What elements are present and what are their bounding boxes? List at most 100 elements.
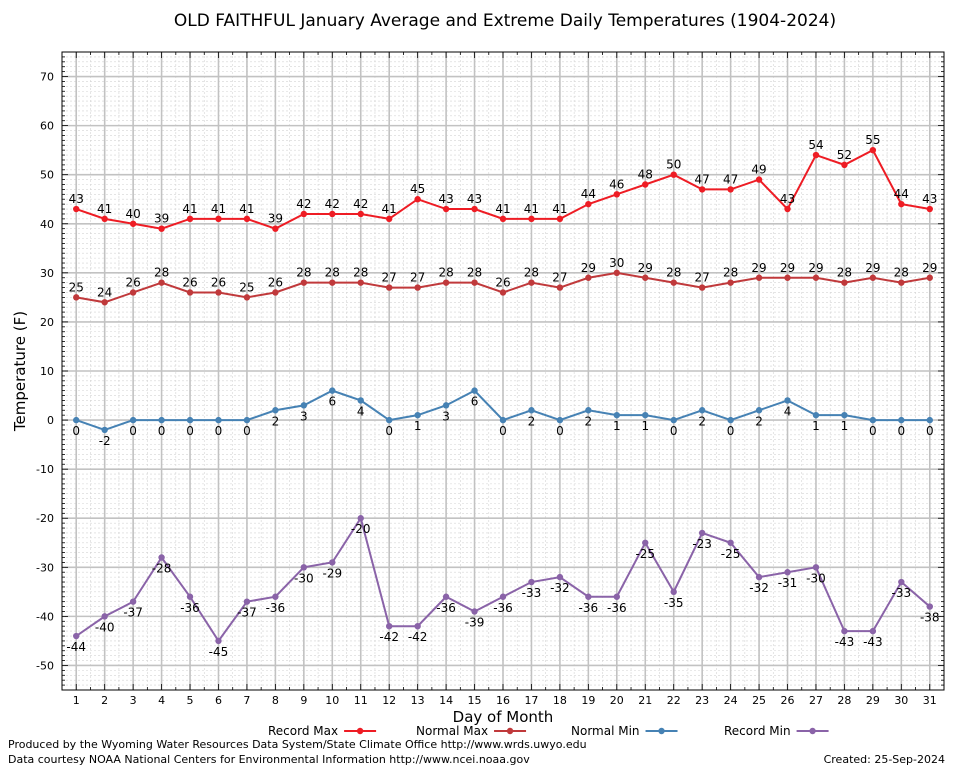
data-label: 28 [467,266,482,280]
data-point [442,279,450,286]
data-point [784,205,791,213]
data-point [300,279,308,286]
data-label: 29 [780,261,795,275]
data-label: 26 [495,275,510,289]
data-label: 1 [841,419,849,433]
data-point [926,603,933,610]
data-point [528,407,535,414]
data-point [414,284,421,291]
data-point [357,210,364,218]
x-tick-label: 19 [581,694,595,707]
x-axis-label: Day of Month [453,708,554,726]
data-label: 28 [837,266,852,280]
data-label: -43 [863,635,883,649]
data-point [812,151,820,159]
data-label: 0 [926,424,934,438]
data-label: 28 [296,266,311,280]
data-label: 6 [328,395,336,409]
chart-title: OLD FAITHFUL January Average and Extreme… [174,11,836,31]
data-point [727,416,734,424]
data-point [926,205,933,213]
data-point [272,593,279,600]
data-label: 45 [410,182,425,196]
x-tick-label: 31 [923,694,937,707]
data-label: -35 [664,596,684,610]
data-point [698,529,706,537]
data-point [129,416,137,424]
data-label: 0 [727,424,735,438]
data-label: 2 [698,414,706,428]
data-label: -36 [266,601,286,615]
data-point [585,407,592,414]
data-point [101,215,108,223]
x-tick-label: 22 [667,694,681,707]
data-label: -40 [95,620,115,634]
data-label: 28 [325,266,340,280]
data-label: 41 [382,202,397,216]
data-point [869,627,877,635]
data-point [642,539,649,546]
data-label: -37 [123,606,143,620]
legend-swatch-marker [356,727,364,735]
data-point [642,274,649,281]
y-tick-label: 10 [40,365,54,378]
data-point [300,564,308,571]
data-label: 42 [353,197,368,211]
data-point [101,299,108,306]
data-label: 28 [353,266,368,280]
x-tick-label: 15 [468,694,482,707]
data-point [329,387,336,394]
data-label: 25 [69,280,84,294]
legend-swatch-marker [809,727,816,735]
data-point [812,411,820,419]
y-tick-label: 20 [40,316,54,329]
data-label: 44 [581,187,596,201]
data-label: -32 [749,581,769,595]
data-label: 41 [524,202,539,216]
data-label: 54 [808,138,823,152]
data-point [272,225,279,232]
data-point [158,225,165,232]
data-point [499,593,507,600]
data-label: 2 [272,414,280,428]
data-label: -36 [607,601,627,615]
y-axis-label: Temperature (F) [11,311,29,432]
data-point [841,627,848,635]
data-point [73,294,80,301]
data-point [556,215,564,223]
data-point [898,416,905,424]
data-label: -36 [579,601,599,615]
data-point [670,171,677,178]
data-point [698,284,706,291]
data-label: 26 [182,275,197,289]
data-label: 28 [894,266,909,280]
data-point [471,387,478,394]
data-point [300,210,308,218]
data-label: 0 [215,424,223,438]
data-point [698,186,706,193]
data-label: 2 [755,414,763,428]
data-point [556,573,564,581]
data-label: 39 [268,212,283,226]
data-label: 29 [581,261,596,275]
data-point [585,593,592,600]
data-label: 0 [129,424,137,438]
x-tick-label: 20 [610,694,624,707]
x-tick-label: 29 [866,694,880,707]
data-point [613,191,621,198]
data-label: 41 [211,202,226,216]
data-label: 29 [922,261,937,275]
data-label: 28 [666,266,681,280]
data-point [755,176,763,183]
data-point [926,416,933,424]
data-point [698,407,706,414]
data-point [272,289,279,296]
data-label: 2 [585,414,593,428]
data-point [528,578,535,586]
data-label: 29 [808,261,823,275]
x-tick-label: 6 [215,694,222,707]
data-point [841,161,848,169]
data-label: -42 [408,630,428,644]
data-point [73,205,80,213]
